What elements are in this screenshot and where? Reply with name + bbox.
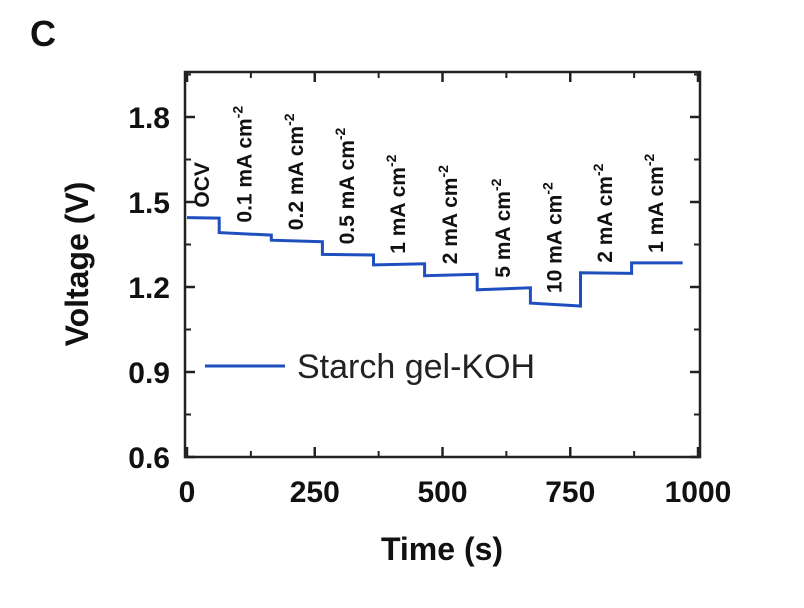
y-tick-label: 1.8 — [128, 102, 170, 135]
legend-label: Starch gel-KOH — [297, 348, 535, 386]
y-tick-label: 1.2 — [128, 272, 170, 305]
x-tick-label: 500 — [417, 476, 467, 509]
step-label-superscript: -2 — [332, 127, 348, 140]
series-starch-gel-koh — [186, 216, 683, 308]
step-label-text: 2 mA cm — [594, 176, 617, 263]
step-label-superscript: -2 — [641, 153, 657, 166]
step-label-text: OCV — [191, 162, 214, 208]
x-tick-label: 750 — [545, 476, 595, 509]
step-label-superscript: -2 — [281, 113, 297, 126]
y-tick-label: 1.5 — [128, 187, 170, 220]
y-tick-label: 0.9 — [128, 357, 170, 390]
voltage-curve — [186, 216, 683, 308]
step-label-text: 0.2 mA cm — [285, 126, 308, 230]
axis-ticks — [185, 72, 700, 459]
step-label-text: 5 mA cm — [492, 191, 515, 278]
step-label: 0.1 mA cm-2 — [229, 106, 256, 223]
step-label: 1 mA cm-2 — [641, 153, 668, 252]
step-label: 2 mA cm-2 — [435, 165, 462, 264]
x-tick-label: 0 — [179, 476, 196, 509]
step-label-superscript: -2 — [383, 154, 399, 167]
step-label-text: 0.1 mA cm — [233, 118, 256, 222]
step-label-text: 10 mA cm — [543, 195, 566, 293]
x-tick-label: 1000 — [665, 476, 732, 509]
step-label: OCV — [191, 162, 214, 208]
y-tick-label: 0.6 — [128, 442, 170, 475]
step-label-superscript: -2 — [488, 178, 504, 191]
y-axis-title: Voltage (V) — [59, 182, 95, 347]
step-label: 0.5 mA cm-2 — [332, 127, 359, 244]
step-label: 5 mA cm-2 — [488, 178, 515, 277]
step-label-text: 2 mA cm — [439, 178, 462, 265]
step-labels: OCV 0.1 mA cm-20.2 mA cm-20.5 mA cm-21 mA… — [191, 106, 668, 293]
step-label-superscript: -2 — [229, 106, 245, 119]
step-label-text: 1 mA cm — [645, 166, 668, 253]
axis-tick-labels: 0 250 500 750 1000 0.6 0.9 1.2 1.5 1.8 — [128, 102, 731, 509]
step-label: 10 mA cm-2 — [539, 182, 566, 293]
step-label-superscript: -2 — [435, 165, 451, 178]
step-label-text: 1 mA cm — [387, 167, 410, 254]
legend: Starch gel-KOH — [205, 348, 535, 386]
step-label: 1 mA cm-2 — [383, 154, 410, 253]
step-label-superscript: -2 — [590, 163, 606, 176]
x-tick-label: 250 — [290, 476, 340, 509]
step-label: 0.2 mA cm-2 — [281, 113, 308, 230]
step-label: 2 mA cm-2 — [590, 163, 617, 262]
x-axis-title: Time (s) — [381, 531, 503, 567]
step-label-text: 0.5 mA cm — [336, 140, 359, 244]
step-label-superscript: -2 — [539, 182, 555, 195]
panel-label: C — [30, 13, 56, 54]
